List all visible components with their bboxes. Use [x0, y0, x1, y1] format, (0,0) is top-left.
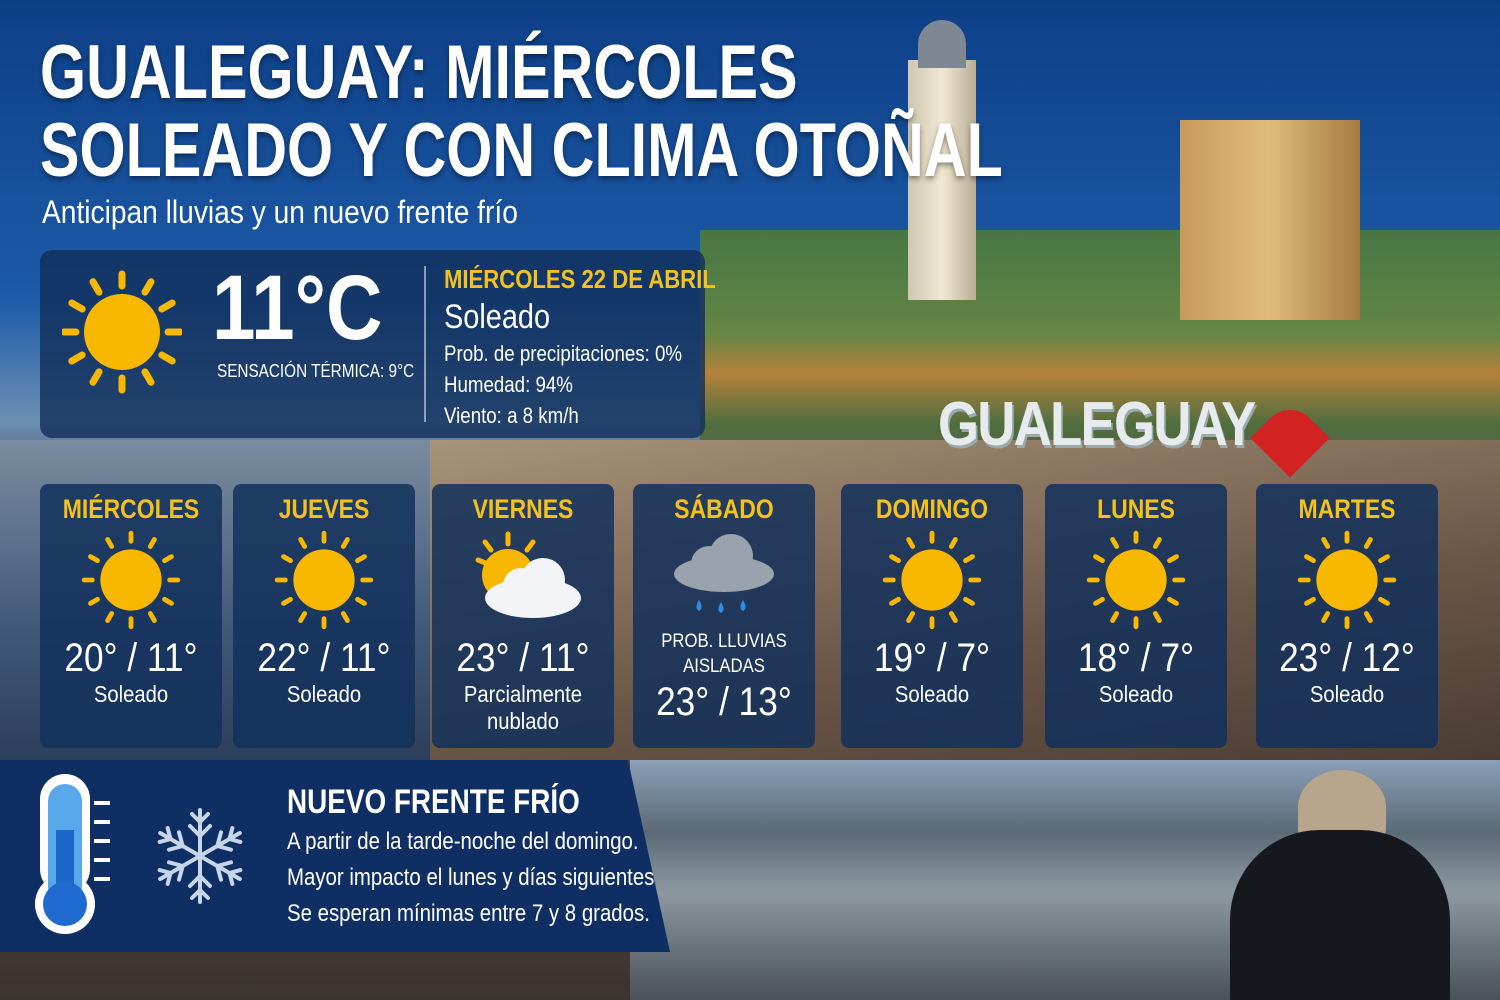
sun-icon [1086, 530, 1186, 630]
forecast-temps: 23° / 12° [1279, 636, 1415, 680]
forecast-day: MARTES [1298, 494, 1396, 524]
current-weather-panel: 11°C SENSACIÓN TÉRMICA: 9°C MIÉRCOLES 22… [40, 250, 716, 438]
forecast-temps: 23° / 11° [456, 636, 590, 680]
forecast-temps: 23° / 13° [656, 680, 792, 724]
forecast-card-miércoles: MIÉRCOLES 20° / 11° Soleado [40, 484, 222, 748]
forecast-temps: 19° / 7° [873, 636, 991, 680]
person-back [1230, 830, 1450, 1000]
church [1180, 120, 1360, 320]
sun-icon [81, 530, 181, 630]
forecast-card-viernes: VIERNES 23° / 11° Parcialmente nublado [432, 484, 614, 748]
city-sign: GUALEGUAY [938, 390, 1256, 459]
snowflake-icon [157, 808, 243, 904]
current-temperature: 11°C [212, 257, 383, 359]
forecast-condition: Soleado [93, 681, 169, 707]
forecast-card-sábado: SÁBADO PROB. LLUVIAS AISLADAS 23° / 13° [633, 484, 815, 748]
sun-icon [882, 530, 982, 630]
sun-icon [1297, 530, 1397, 630]
forecast-day: DOMINGO [875, 494, 989, 524]
clock-tower [908, 20, 976, 300]
forecast-temps: 18° / 7° [1077, 636, 1195, 680]
forecast-day: JUEVES [278, 494, 370, 524]
forecast-condition: Soleado [1309, 681, 1385, 707]
thermometer-icon [35, 774, 110, 934]
subtitle: Anticipan lluvias y un nuevo frente frío [42, 194, 518, 230]
rain-probability-note: PROB. LLUVIAS AISLADAS [661, 631, 787, 677]
title-line-1: GUALEGUAY: MIÉRCOLES [40, 30, 798, 115]
forecast-day: SÁBADO [674, 494, 774, 524]
forecast-temps: 22° / 11° [257, 636, 391, 680]
forecast-condition: Soleado [894, 681, 970, 707]
precipitation: Prob. de precipitaciones: 0% [444, 341, 683, 366]
humidity: Humedad: 94% [444, 372, 573, 397]
forecast-condition: Soleado [1098, 681, 1174, 707]
forecast-temps: 20° / 11° [64, 636, 198, 680]
rain-cloud-icon [674, 534, 774, 613]
current-date: MIÉRCOLES 22 DE ABRIL [444, 264, 716, 294]
forecast-card-lunes: LUNES 18° / 7° Soleado [1045, 484, 1227, 748]
forecast-card-martes: MARTES 23° / 12° Soleado [1256, 484, 1438, 748]
title-line-2: SOLEADO Y CON CLIMA OTOÑAL [40, 108, 1003, 193]
sun-icon [62, 270, 182, 394]
cold-front-line: Mayor impacto el lunes y días siguientes… [287, 864, 661, 891]
wind: Viento: a 8 km/h [444, 403, 579, 428]
partly-cloudy-icon [475, 531, 581, 618]
forecast-day: MIÉRCOLES [62, 494, 200, 524]
cold-front-title: NUEVO FRENTE FRÍO [287, 783, 580, 821]
forecast-card-domingo: DOMINGO 19° / 7° Soleado [841, 484, 1023, 748]
feels-like: SENSACIÓN TÉRMICA: 9°C [217, 361, 415, 381]
cold-front-line: A partir de la tarde-noche del domingo. [287, 828, 639, 855]
forecast-condition: Parcialmente nublado [463, 681, 583, 734]
sun-icon [274, 530, 374, 630]
divider [424, 266, 426, 422]
page-title: GUALEGUAY: MIÉRCOLES SOLEADO Y CON CLIMA… [40, 34, 1003, 190]
forecast-card-jueves: JUEVES 22° / 11° Soleado [233, 484, 415, 748]
forecast-day: LUNES [1097, 494, 1175, 524]
current-condition: Soleado [444, 298, 551, 336]
cold-front-line: Se esperan mínimas entre 7 y 8 grados. [287, 900, 650, 927]
cold-front-panel: NUEVO FRENTE FRÍO A partir de la tarde-n… [0, 760, 670, 952]
forecast-day: VIERNES [472, 494, 574, 524]
forecast-condition: Soleado [286, 681, 362, 707]
